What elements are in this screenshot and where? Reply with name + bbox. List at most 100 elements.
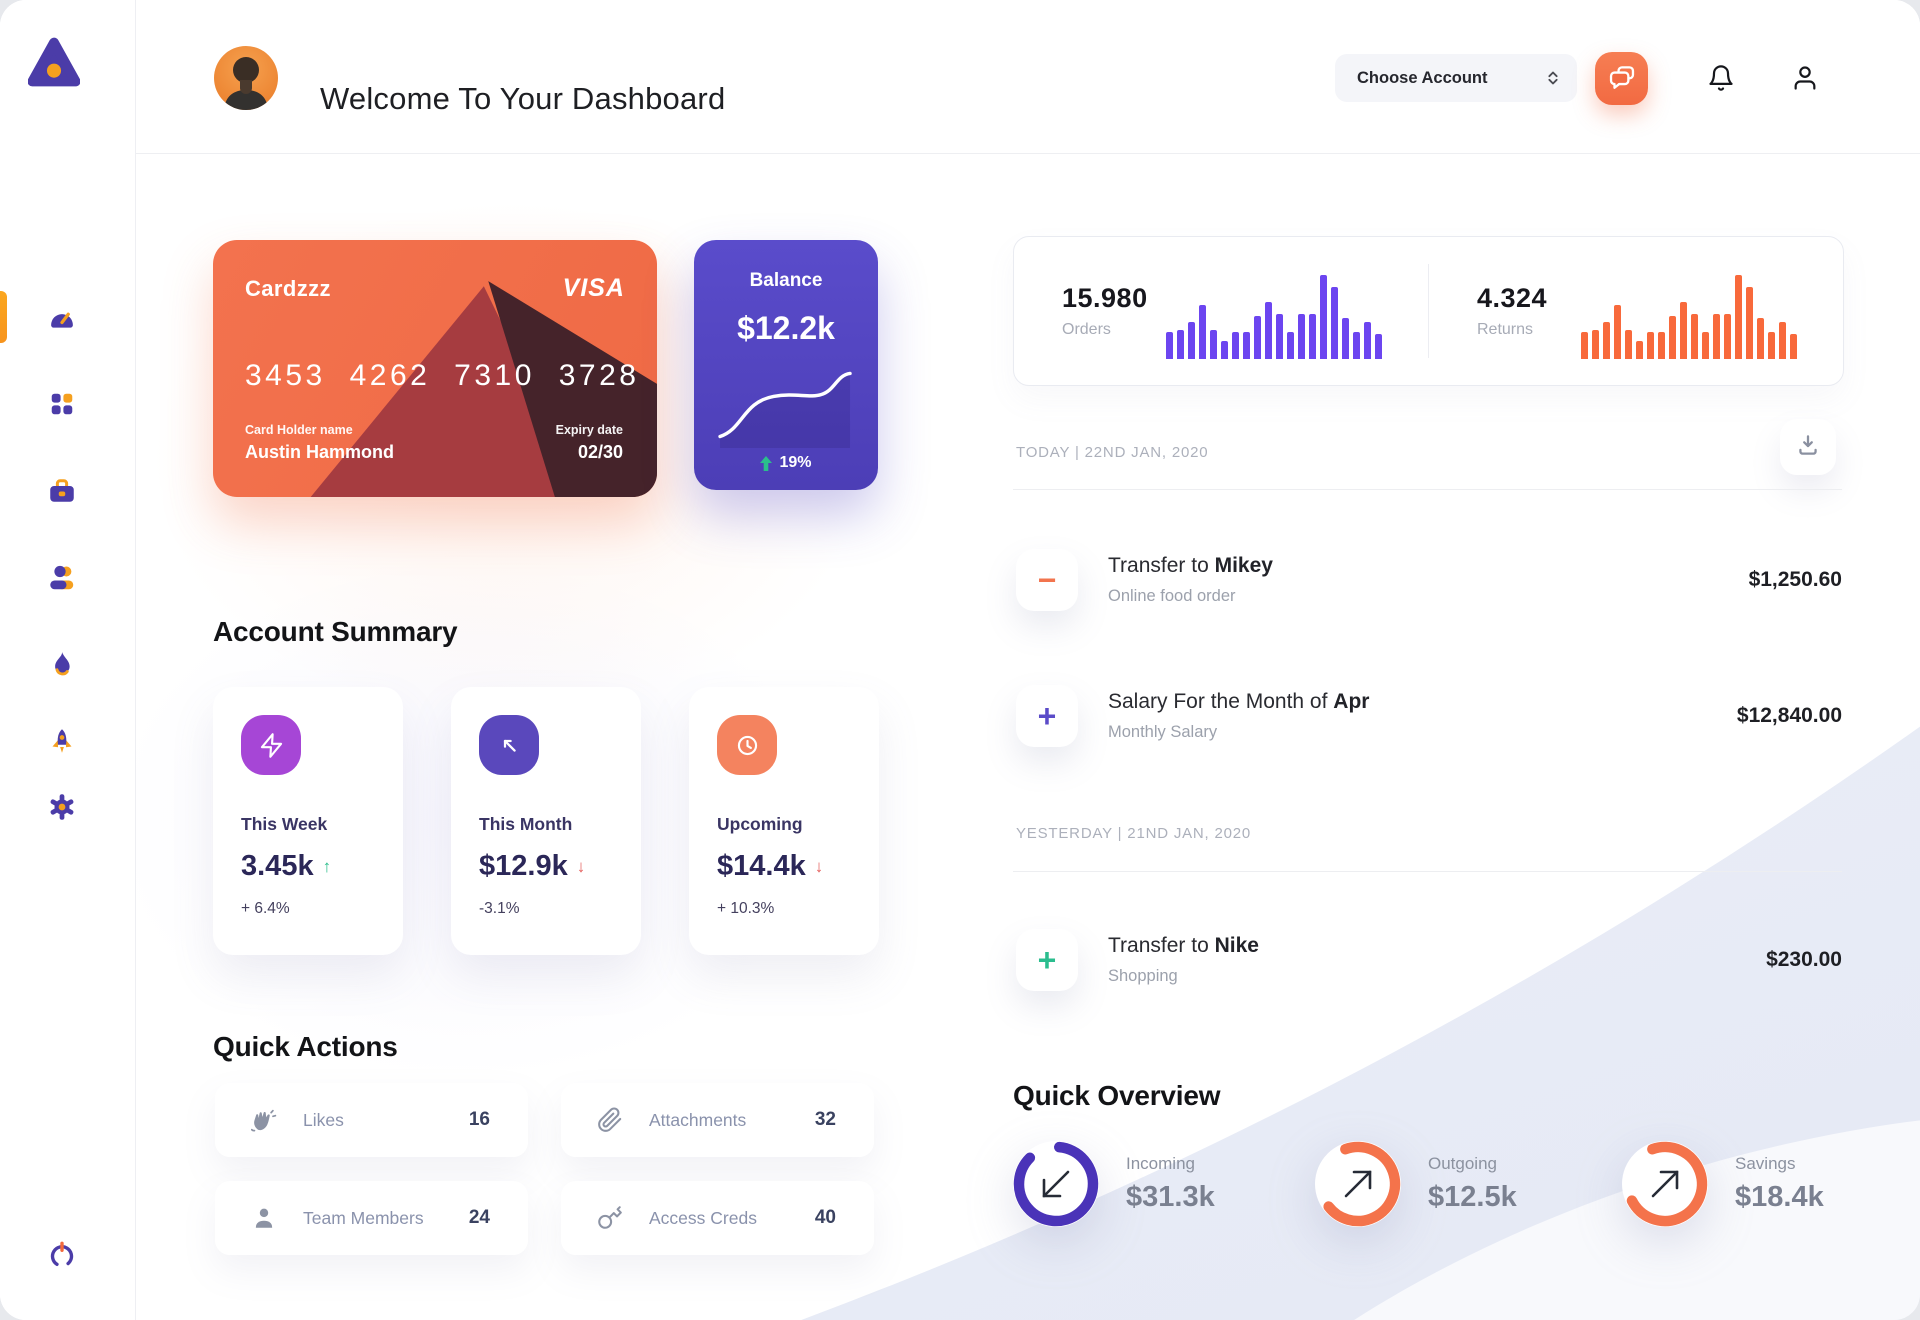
overview-label: Incoming (1126, 1154, 1195, 1173)
profile-icon (1791, 66, 1819, 96)
download-button[interactable] (1780, 419, 1836, 475)
key-icon (597, 1205, 623, 1231)
grid-icon (48, 390, 76, 423)
summary-value: $14.4k (717, 850, 806, 882)
user-photo-avatar[interactable] (214, 46, 278, 110)
trend-arrow-icon: ↓ (814, 856, 824, 876)
sidebar-item-dashboard[interactable] (43, 299, 81, 337)
transaction-amount: $1,250.60 (1748, 568, 1842, 591)
expiry-value: 02/30 (577, 442, 623, 462)
plus-icon: + (1016, 929, 1078, 991)
visa-logo: VISA (562, 274, 625, 302)
returns-value: 4.324 (1477, 283, 1548, 313)
selector-chevrons-icon (1542, 67, 1564, 94)
transaction-amount: $230.00 (1766, 948, 1842, 971)
savings-ring (1617, 1136, 1713, 1232)
transaction-subtitle: Monthly Salary (1108, 723, 1218, 741)
sidebar-item-apps[interactable] (43, 387, 81, 425)
card-name: Cardzzz (245, 276, 331, 301)
account-selector[interactable]: Choose Account (1335, 54, 1577, 102)
summary-label: This Month (479, 814, 573, 834)
summary-card-this-week[interactable]: This Week 3.45k ↑ + 6.4% (213, 687, 403, 955)
quick-action-likes[interactable]: Likes 16 (215, 1083, 528, 1157)
balance-title: Balance (749, 270, 823, 291)
orders-label: Orders (1062, 321, 1111, 338)
overview-incoming: Incoming $31.3k (1008, 1136, 1215, 1232)
quick-action-attachments[interactable]: Attachments 32 (561, 1083, 874, 1157)
date-label-yesterday: YESTERDAY | 21ND JAN, 2020 (1016, 825, 1252, 842)
transaction-subtitle: Online food order (1108, 587, 1236, 605)
quick-action-team-members[interactable]: Team Members 24 (215, 1181, 528, 1255)
returns-label: Returns (1477, 321, 1534, 338)
transaction-title: Transfer to Nike (1108, 934, 1259, 957)
chat-bubbles-icon (1607, 61, 1637, 96)
sidebar-item-trending[interactable] (43, 647, 81, 685)
orders-value: 15.980 (1062, 283, 1148, 313)
user-duo-icon (47, 562, 77, 597)
summary-label: This Week (241, 814, 328, 834)
transaction-title: Salary For the Month of Apr (1108, 690, 1370, 713)
sidebar (0, 0, 136, 1320)
overview-value: $18.4k (1735, 1181, 1824, 1213)
stats-divider (1428, 264, 1429, 358)
balance-card[interactable]: Balance $12.2k 19% (694, 240, 878, 490)
overview-savings: Savings $18.4k (1617, 1136, 1824, 1232)
overview-value: $31.3k (1126, 1181, 1215, 1213)
minus-icon: − (1016, 549, 1078, 611)
quick-action-label: Likes (303, 1109, 344, 1130)
plus-icon: + (1016, 685, 1078, 747)
summary-value: 3.45k (241, 850, 314, 882)
returns-chart (1581, 275, 1797, 359)
credit-card[interactable]: Cardzzz VISA 3453 4262 7310 3728 Card Ho… (213, 240, 657, 497)
quick-action-label: Attachments (649, 1109, 747, 1130)
sidebar-item-people[interactable] (43, 560, 81, 598)
transaction-row[interactable]: + Transfer to Nike Shopping $230.00 (1016, 929, 1842, 991)
sidebar-item-launch[interactable] (43, 725, 81, 763)
trend-arrow-icon: ↓ (576, 856, 586, 876)
rocket-icon (47, 727, 77, 762)
chat-button[interactable] (1595, 52, 1648, 105)
divider (1013, 871, 1842, 872)
summary-card-this-month[interactable]: This Month $12.9k ↓ -3.1% (451, 687, 641, 955)
arrow-up-left-icon (479, 715, 539, 775)
notifications-button[interactable] (1707, 64, 1735, 92)
quick-actions-heading: Quick Actions (213, 1031, 398, 1063)
profile-button[interactable] (1791, 64, 1819, 92)
overview-label: Outgoing (1428, 1154, 1497, 1173)
account-summary-heading: Account Summary (213, 616, 458, 648)
summary-delta: -3.1% (479, 900, 520, 917)
quick-action-count: 16 (468, 1109, 490, 1130)
clap-icon (250, 1107, 277, 1133)
transaction-title: Transfer to Mikey (1108, 554, 1273, 577)
account-selector-label: Choose Account (1357, 68, 1488, 87)
quick-action-label: Access Creds (649, 1207, 757, 1228)
balance-amount: $12.2k (737, 310, 835, 346)
transaction-subtitle: Shopping (1108, 967, 1178, 985)
transaction-amount: $12,840.00 (1736, 704, 1842, 727)
quick-action-access-creds[interactable]: Access Creds 40 (561, 1181, 874, 1255)
active-nav-indicator (0, 291, 7, 343)
sidebar-logout[interactable] (43, 1238, 81, 1276)
paperclip-icon (597, 1107, 623, 1133)
date-label-today: TODAY | 22ND JAN, 2020 (1016, 444, 1209, 461)
summary-delta: + 6.4% (241, 900, 290, 917)
sidebar-item-work[interactable] (43, 474, 81, 512)
overview-value: $12.5k (1428, 1181, 1517, 1213)
quick-action-count: 24 (468, 1207, 490, 1228)
transaction-row[interactable]: − Transfer to Mikey Online food order $1… (1016, 549, 1842, 611)
sidebar-item-settings[interactable] (43, 790, 81, 828)
speedometer-icon (47, 301, 77, 336)
summary-delta: + 10.3% (717, 900, 775, 917)
incoming-ring (1008, 1136, 1104, 1232)
transaction-row[interactable]: + Salary For the Month of Apr Monthly Sa… (1016, 685, 1842, 747)
summary-card-upcoming[interactable]: Upcoming $14.4k ↓ + 10.3% (689, 687, 879, 955)
card-holder-label: Card Holder name (245, 423, 353, 437)
balance-change: 19% (694, 454, 878, 472)
card-holder-name: Austin Hammond (245, 442, 395, 462)
trend-arrow-icon: ↑ (322, 856, 332, 876)
quick-action-label: Team Members (303, 1207, 424, 1228)
quick-action-count: 40 (814, 1207, 836, 1228)
triangle-logo-icon[interactable] (27, 36, 81, 88)
clock-icon (717, 715, 777, 775)
